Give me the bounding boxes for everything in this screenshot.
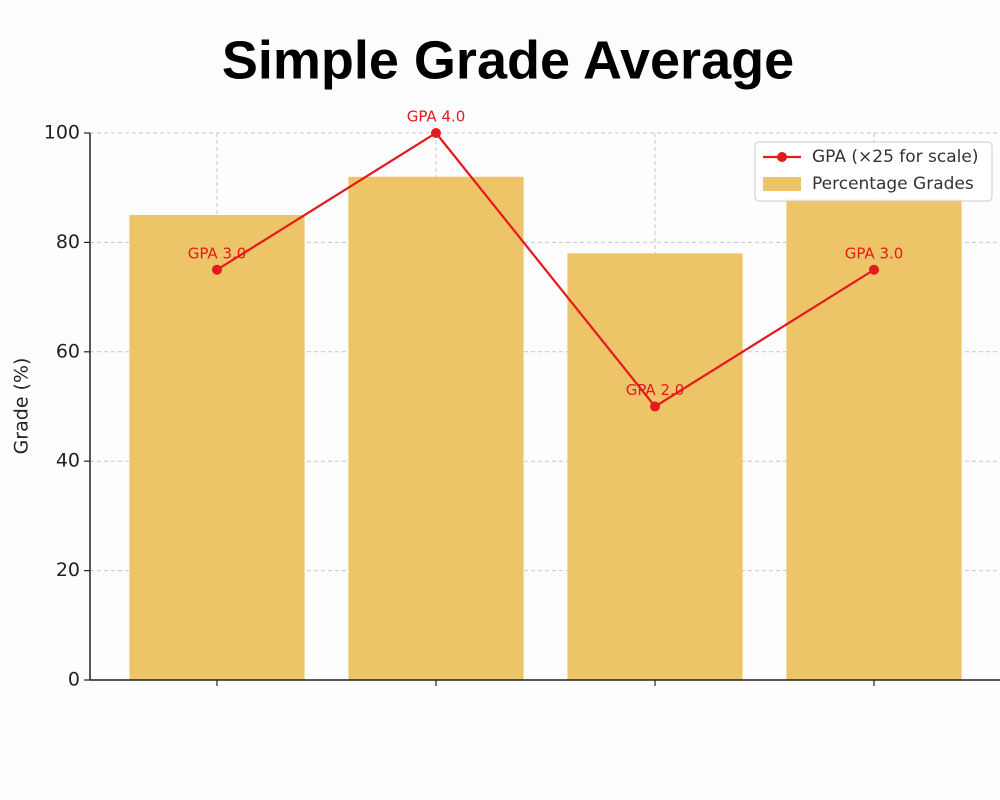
bar — [129, 215, 305, 681]
chart-title: Simple Grade Average — [222, 30, 794, 90]
y-axis-label: Grade (%) — [11, 358, 33, 455]
legend: GPA (×25 for scale) Percentage Grades — [754, 141, 993, 202]
point — [431, 128, 441, 138]
y-tick-label: 40 — [56, 450, 80, 472]
data-label: GPA 4.0 — [407, 108, 466, 126]
legend-box — [754, 141, 993, 202]
y-tick-label: 60 — [56, 340, 80, 362]
point — [212, 264, 222, 275]
point — [650, 401, 660, 412]
legend-swatch — [763, 177, 801, 191]
point — [869, 264, 879, 275]
data-label: GPA 3.0 — [188, 244, 247, 262]
y-tick-label: 0 — [68, 669, 80, 691]
legend-label: GPA (×25 for scale) — [812, 147, 979, 167]
bar — [348, 176, 524, 680]
y-tick-label: 20 — [56, 559, 80, 581]
bar — [567, 253, 743, 680]
y-tick-label: 100 — [44, 122, 80, 144]
line — [216, 131, 875, 408]
legend-label: Percentage Grades — [812, 174, 974, 194]
bar — [786, 198, 962, 680]
y-tick-label: 80 — [56, 231, 80, 253]
data-label: GPA 3.0 — [845, 244, 904, 262]
data-label: GPA 2.0 — [626, 381, 685, 399]
legend-marker — [777, 152, 787, 162]
